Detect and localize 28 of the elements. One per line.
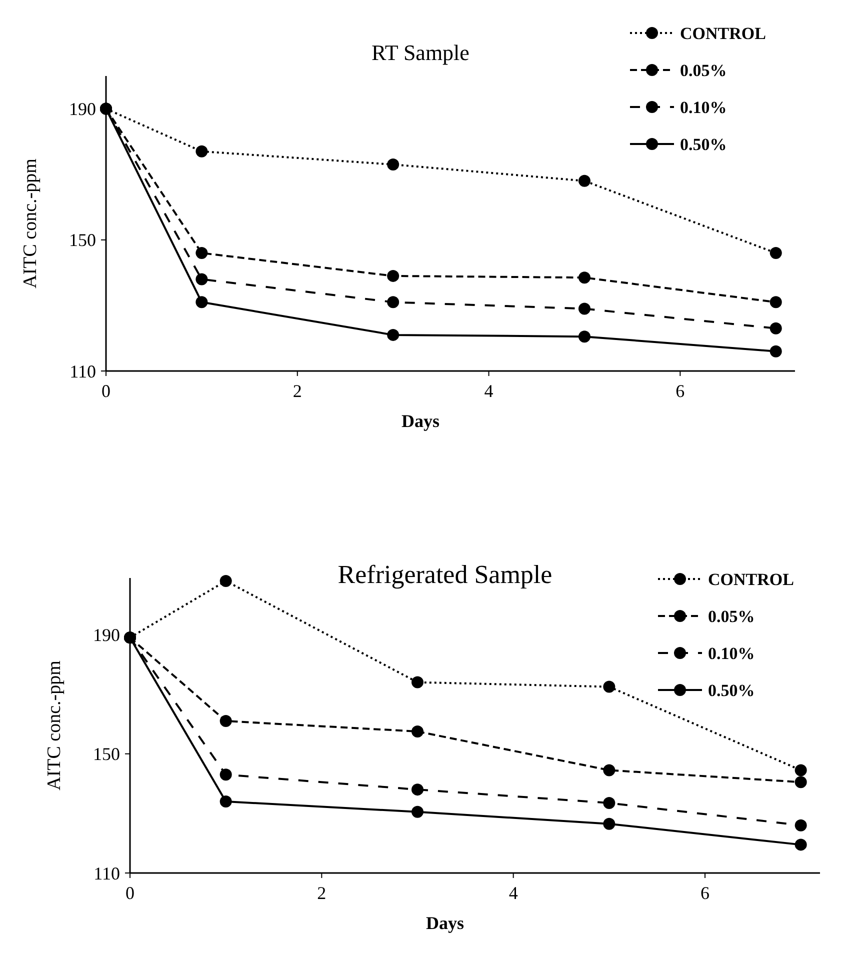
x-tick-label: 0 <box>102 381 110 401</box>
y-axis-title: AITC conc.-ppm <box>44 660 65 790</box>
legend-label: 0.10% <box>680 98 727 117</box>
x-tick-label: 2 <box>292 381 302 401</box>
y-tick-label: 110 <box>70 361 96 382</box>
chart-title: Refrigerated Sample <box>338 560 552 589</box>
legend-label: 0.05% <box>708 606 755 626</box>
legend-label: CONTROL <box>708 570 794 589</box>
x-tick-label: 6 <box>700 883 710 903</box>
y-tick-label: 190 <box>69 99 96 120</box>
legend-label: 0.50% <box>708 680 755 700</box>
y-tick-label: 190 <box>93 624 120 645</box>
y-tick-label: 110 <box>94 863 120 884</box>
x-axis-title: Days <box>426 913 464 933</box>
x-axis-title: Days <box>401 411 440 431</box>
y-axis-title: AITC conc.-ppm <box>20 158 41 288</box>
x-tick-label: 2 <box>317 883 326 903</box>
legend-label: 0.05% <box>680 60 727 80</box>
chart-title: RT Sample <box>372 40 470 65</box>
x-tick-label: 6 <box>676 381 685 401</box>
legend-label: 0.50% <box>680 134 727 154</box>
legend-label: CONTROL <box>680 24 766 43</box>
x-tick-label: 4 <box>508 883 518 903</box>
x-tick-label: 0 <box>126 883 134 903</box>
x-tick-label: 4 <box>484 381 494 401</box>
y-tick-label: 150 <box>93 744 120 764</box>
legend-label: 0.10% <box>708 644 755 663</box>
y-tick-label: 150 <box>69 230 96 250</box>
